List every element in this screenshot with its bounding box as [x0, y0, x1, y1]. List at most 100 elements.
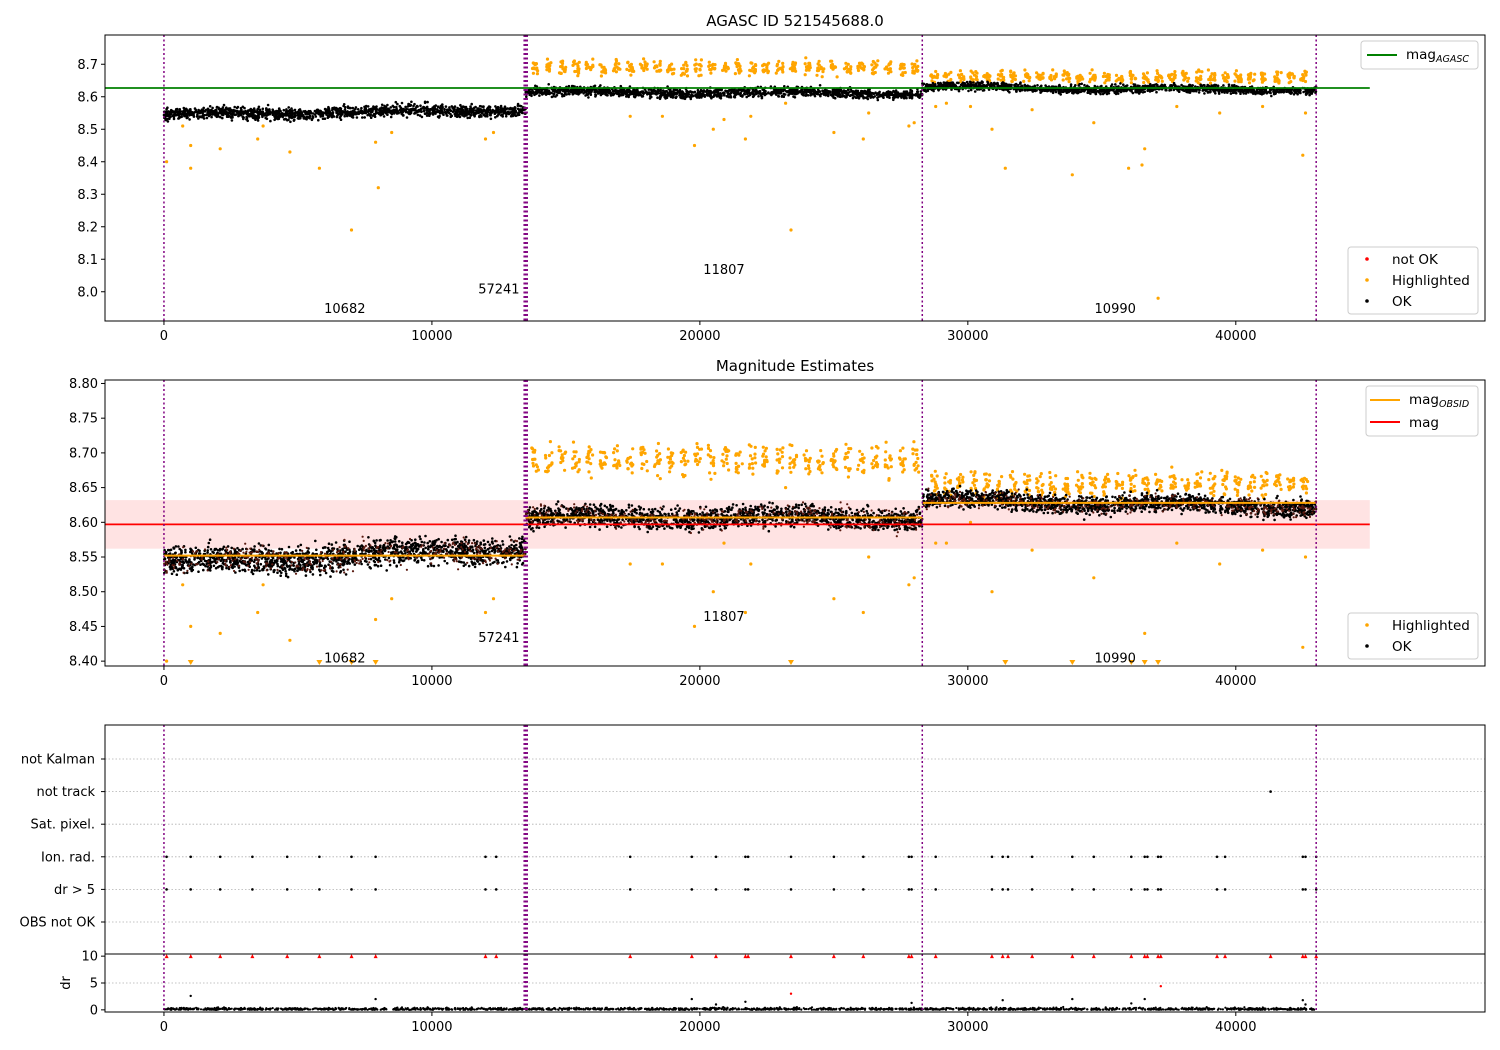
data-point: [519, 108, 523, 111]
data-point: [690, 90, 693, 94]
data-point: [1223, 89, 1227, 93]
highlighted-point: [545, 68, 549, 72]
data-point: [394, 100, 398, 104]
data-point: [616, 89, 620, 92]
data-point: [343, 110, 347, 114]
highlighted-point: [1237, 80, 1241, 84]
data-point: [205, 116, 209, 120]
highlighted-point: [1041, 76, 1045, 80]
data-point: [387, 107, 390, 111]
data-point: [1060, 89, 1063, 93]
highlighted-point: [575, 62, 579, 66]
data-point: [1131, 91, 1135, 95]
data-point: [265, 108, 269, 112]
data-point: [516, 112, 519, 115]
data-point: [419, 104, 422, 107]
data-point: [631, 90, 634, 93]
highlighted-point: [1066, 73, 1070, 77]
highlighted-point: [1012, 71, 1016, 75]
data-point: [177, 117, 180, 120]
highlighted-point: [733, 72, 738, 76]
highlighted-point: [614, 70, 619, 74]
highlighted-point: [1275, 73, 1279, 77]
data-point: [1051, 91, 1055, 95]
data-point: [1226, 90, 1230, 93]
highlighted-point: [643, 66, 647, 70]
data-point: [233, 113, 237, 117]
data-point: [1302, 90, 1305, 94]
data-point: [1191, 84, 1194, 87]
data-point: [584, 91, 588, 94]
data-point: [386, 113, 389, 116]
data-point: [494, 109, 498, 112]
highlighted-point: [944, 75, 948, 79]
data-point: [1143, 90, 1146, 94]
data-point: [470, 102, 474, 106]
agasc-panel-marks: [105, 35, 1370, 321]
data-point: [336, 112, 340, 116]
data-point: [287, 106, 291, 109]
highlighted-point: [901, 71, 905, 75]
data-point: [764, 89, 767, 93]
highlighted-point: [1184, 76, 1188, 80]
data-point: [1093, 90, 1096, 94]
data-point: [976, 81, 979, 84]
highlighted-point: [1129, 81, 1133, 85]
data-point: [653, 92, 656, 95]
data-point: [445, 111, 449, 114]
data-point: [633, 95, 637, 99]
highlighted-point: [1199, 74, 1203, 78]
highlighted-point: [958, 69, 963, 73]
data-point: [1280, 90, 1283, 94]
data-point: [434, 112, 437, 115]
highlighted-point: [1292, 76, 1296, 80]
data-point: [1155, 90, 1158, 94]
data-point: [1210, 84, 1213, 87]
data-point: [299, 111, 303, 114]
data-point: [714, 90, 717, 94]
highlighted-point: [1013, 74, 1018, 78]
highlighted-point: [564, 65, 568, 69]
data-point: [166, 106, 169, 109]
data-point: [1103, 91, 1107, 94]
data-point: [229, 116, 233, 119]
highlighted-point: [901, 73, 905, 77]
highlighted-point: [960, 72, 964, 76]
highlighted-point: [1088, 71, 1092, 75]
data-point: [397, 111, 400, 115]
data-point: [387, 110, 391, 114]
data-point: [331, 114, 335, 117]
data-point: [571, 89, 575, 93]
highlighted-point: [672, 67, 676, 71]
data-point: [541, 93, 544, 96]
highlighted-point: [985, 78, 989, 82]
data-point: [866, 97, 870, 101]
highlighted-point: [856, 66, 860, 70]
highlighted-point: [1023, 73, 1028, 77]
data-point: [709, 92, 712, 96]
highlighted-point: [883, 67, 887, 71]
highlighted-point: [571, 63, 575, 67]
data-point: [908, 96, 911, 100]
data-point: [1188, 83, 1191, 87]
highlighted-point: [816, 66, 820, 70]
data-point: [349, 112, 352, 116]
highlighted-point: [645, 67, 649, 71]
data-point: [878, 94, 881, 98]
data-point: [215, 111, 218, 114]
data-point: [625, 94, 628, 98]
data-point: [669, 90, 673, 93]
data-point: [422, 109, 426, 113]
data-point: [511, 114, 514, 118]
highlighted-point: [1009, 73, 1013, 77]
highlighted-point: [1225, 75, 1230, 79]
highlighted-point: [1129, 77, 1133, 81]
data-point: [943, 83, 947, 86]
highlighted-point: [862, 67, 866, 71]
highlighted-point: [1067, 80, 1071, 84]
highlighted-point: [959, 79, 963, 84]
data-point: [805, 92, 808, 96]
highlighted-point: [803, 62, 807, 66]
data-point: [1114, 91, 1117, 95]
data-point: [577, 93, 580, 96]
